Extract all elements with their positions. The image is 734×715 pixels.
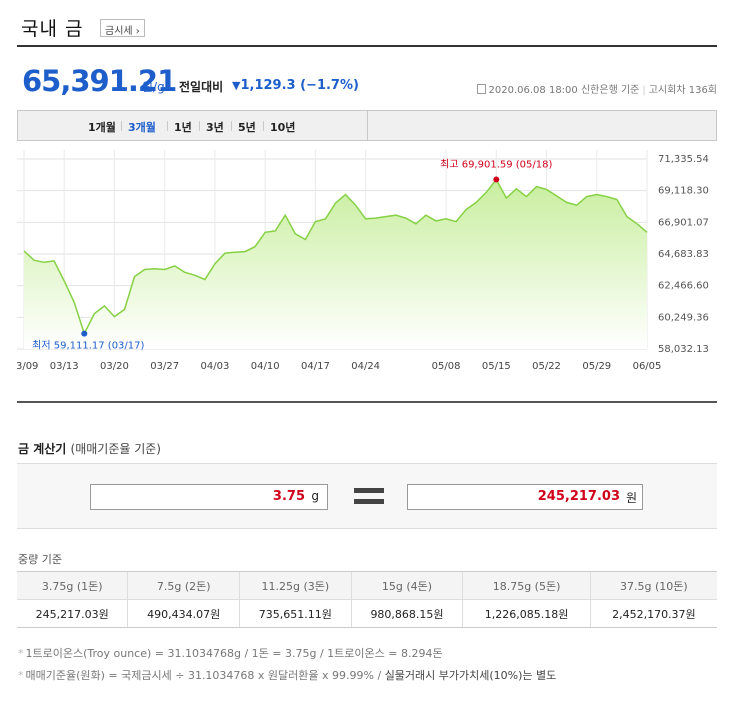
table-cell: 980,868.15원 xyxy=(350,599,463,628)
x-tick-label: 05/29 xyxy=(582,361,611,372)
price-source: 신한은행 기준 xyxy=(580,85,640,96)
table-row: 245,217.03원 490,434.07원 735,651.11원 980,… xyxy=(17,599,717,628)
x-tick-label: 05/22 xyxy=(532,361,561,372)
x-tick-label: 04/10 xyxy=(251,361,280,372)
table-header: 11.25g (3돈) xyxy=(239,571,352,600)
period-tabs: 1개월 3개월 1년 3년 5년 10년 xyxy=(17,110,717,141)
max-point xyxy=(493,176,500,183)
min-label: 최저 59,111.17 (03/17) xyxy=(32,340,144,352)
change-percent: (−1.7%) xyxy=(300,78,359,93)
compare-label: 전일대비 xyxy=(179,80,224,94)
weight-input[interactable]: 3.75 g xyxy=(90,484,328,510)
gold-price-link[interactable]: 금시세 › xyxy=(100,19,145,37)
tab-3-years[interactable]: 3년 xyxy=(206,121,224,134)
table-cell: 735,651.11원 xyxy=(239,599,352,628)
current-price: 65,391.21 xyxy=(22,64,177,98)
y-tick-label: 62,466.60 xyxy=(658,281,709,292)
price-unit: 원/g xyxy=(142,80,165,94)
x-tick-label: 03/09 xyxy=(17,361,38,372)
period-tabset: 1개월 3개월 1년 3년 5년 10년 xyxy=(18,111,368,140)
y-tick-label: 69,118.30 xyxy=(658,186,709,197)
y-tick-label: 58,032.13 xyxy=(658,344,709,355)
footnote-troy: * 1트로이온스(Troy ounce) = 31.1034768g / 1돈 =… xyxy=(18,647,443,660)
max-label: 최고 69,901.59 (05/18) xyxy=(440,158,552,170)
min-point xyxy=(81,330,88,337)
calculator-title: 금 계산기 (매매기준율 기준) xyxy=(18,442,161,456)
x-tick-label: 04/17 xyxy=(301,361,330,372)
x-tick-label: 03/27 xyxy=(150,361,179,372)
table-header: 37.5g (10돈) xyxy=(589,571,717,600)
price-summary: 65,391.21 원/g 전일대비 ▼1,129.3 (−1.7%) 2020… xyxy=(22,64,722,98)
x-tick-label: 05/15 xyxy=(482,361,511,372)
price-line xyxy=(23,178,648,336)
price-chart: 71,335.54 69,118.30 66,901.07 64,683.83 62,4… xyxy=(17,150,717,380)
document-icon xyxy=(476,84,486,94)
y-tick-label: 64,683.83 xyxy=(658,249,709,260)
x-tick-label: 04/24 xyxy=(351,361,380,372)
section-divider xyxy=(17,401,717,403)
x-tick-label: 03/20 xyxy=(100,361,129,372)
table-header: 15g (4돈) xyxy=(350,571,463,600)
price-area xyxy=(24,179,647,349)
table-cell: 490,434.07원 xyxy=(127,599,240,628)
table-header-row: 3.75g (1돈) 7.5g (2돈) 11.25g (3돈) 15g (4돈… xyxy=(17,571,717,600)
footnotes: * 1트로이온스(Troy ounce) = 31.1034768g / 1돈 =… xyxy=(18,643,556,687)
change-value: 1,129.3 xyxy=(240,78,296,93)
price-round: 고시회차 136회 xyxy=(648,85,717,96)
table-cell: 1,226,085.18원 xyxy=(462,599,591,628)
down-triangle-icon: ▼ xyxy=(232,79,241,92)
tab-1-year[interactable]: 1년 xyxy=(174,121,192,134)
page-header: 국내 금 금시세 › xyxy=(17,0,717,47)
x-tick-label: 03/13 xyxy=(50,361,79,372)
weight-input-value: 3.75 xyxy=(272,489,305,504)
table-header: 3.75g (1돈) xyxy=(17,571,128,600)
price-change: ▼1,129.3 (−1.7%) xyxy=(232,78,359,93)
price-meta: 2020.06.08 18:00 신한은행 기준 | 고시회차 136회 xyxy=(476,81,717,96)
tab-3-months[interactable]: 3개월 xyxy=(128,121,156,134)
x-tick-label: 05/08 xyxy=(432,361,461,372)
price-datetime: 2020.06.08 18:00 xyxy=(488,85,578,96)
y-tick-label: 60,249.36 xyxy=(658,312,709,323)
price-output-unit: 원 xyxy=(625,491,637,505)
page-title: 국내 금 xyxy=(21,18,84,40)
table-cell: 245,217.03원 xyxy=(17,599,128,628)
y-tick-label: 71,335.54 xyxy=(658,154,709,165)
equals-icon xyxy=(354,488,384,506)
weight-input-unit: g xyxy=(311,489,319,503)
weight-table-title: 중량 기준 xyxy=(18,553,62,566)
y-tick-label: 66,901.07 xyxy=(658,217,709,228)
table-cell: 2,452,170.37원 xyxy=(589,599,717,628)
tab-10-years[interactable]: 10년 xyxy=(270,121,296,134)
price-output[interactable]: 245,217.03 원 xyxy=(407,484,643,510)
gold-calculator: 3.75 g 245,217.03 원 xyxy=(17,463,717,529)
tab-1-month[interactable]: 1개월 xyxy=(88,121,116,134)
weight-table: 3.75g (1돈) 7.5g (2돈) 11.25g (3돈) 15g (4돈… xyxy=(17,571,717,628)
x-tick-label: 06/05 xyxy=(633,361,662,372)
table-header: 18.75g (5돈) xyxy=(462,571,591,600)
price-area-chart: 71,335.54 69,118.30 66,901.07 64,683.83 62,4… xyxy=(17,150,709,372)
price-output-value: 245,217.03 xyxy=(537,489,620,504)
tab-5-years[interactable]: 5년 xyxy=(238,121,256,134)
x-tick-label: 04/03 xyxy=(201,361,230,372)
table-header: 7.5g (2돈) xyxy=(127,571,240,600)
calculator-subtitle: (매매기준율 기준) xyxy=(70,442,161,456)
footnote-rate: * 매매기준율(원화) = 국제금시세 ÷ 31.1034768 x 원달러환율 … xyxy=(18,669,557,682)
